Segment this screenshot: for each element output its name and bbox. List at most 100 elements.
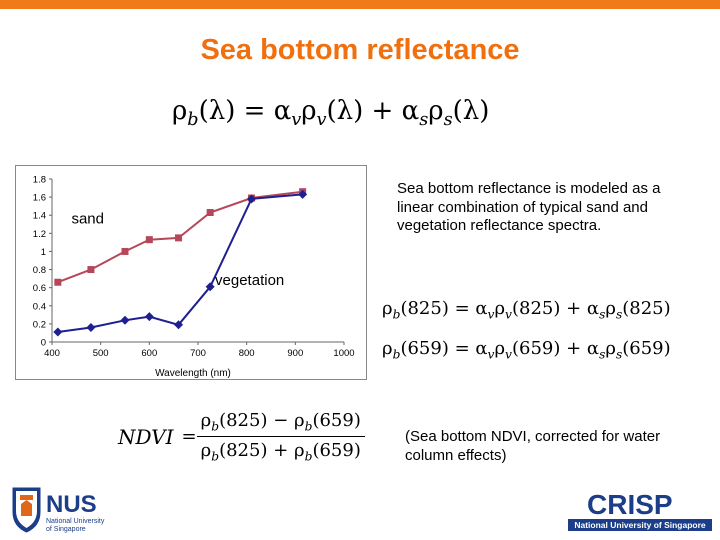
eq-rho-s: ρ xyxy=(428,96,444,126)
eq825-rho-b: ρ xyxy=(382,298,393,319)
x-tick-label: 600 xyxy=(141,348,157,359)
ndvi-denominator: ρb(825) + ρb(659) xyxy=(197,437,365,463)
crisp-subtitle: National University of Singapore xyxy=(574,520,706,530)
eq825-arg1: (825) xyxy=(400,298,449,319)
sand-series-label: sand xyxy=(71,210,104,227)
eq825-s: s xyxy=(599,307,606,322)
vegetation-point xyxy=(120,315,130,325)
eq659-s2: s xyxy=(615,347,623,362)
y-tick-label: 0.2 xyxy=(33,319,46,330)
eq-s: s xyxy=(419,110,429,131)
eq659-b: b xyxy=(392,347,401,362)
sand-point xyxy=(145,236,153,244)
eq-alpha-s: α xyxy=(401,96,420,126)
sand-point xyxy=(121,247,129,255)
vegetation-point xyxy=(144,312,154,322)
eq-b: b xyxy=(187,110,199,131)
ndvi-den-b1: b xyxy=(211,449,220,464)
eq659-equals: = xyxy=(448,338,476,359)
y-tick-label: 0.6 xyxy=(33,283,46,294)
ndvi-note: (Sea bottom NDVI, corrected for water co… xyxy=(405,428,661,464)
main-equation: ρb(λ) = αvρv(λ) + αsρs(λ) xyxy=(172,96,489,130)
ndvi-lhs: NDVI xyxy=(118,424,174,449)
nus-shield-lion xyxy=(21,500,32,516)
ndvi-den-rho2: ρ xyxy=(294,440,305,462)
vegetation-point xyxy=(298,189,308,199)
ndvi-formula: NDVI = ρb(825) − ρb(659) ρb(825) + ρb(65… xyxy=(118,410,365,464)
eq-rho: ρ xyxy=(172,96,188,126)
x-tick-label: 1000 xyxy=(333,348,354,359)
vegetation-point xyxy=(247,194,257,204)
eq659-rho-v: ρ xyxy=(494,338,506,359)
sand-point xyxy=(87,266,95,274)
vegetation-point xyxy=(205,282,215,292)
nus-line1: National University xyxy=(46,518,105,525)
eq-v2: v xyxy=(316,110,327,131)
eq825-alpha-v: α xyxy=(475,298,488,319)
eq659-v: v xyxy=(487,347,495,362)
eq-lambda-v: (λ) xyxy=(326,96,364,126)
y-tick-label: 1.4 xyxy=(33,211,46,222)
eq659-arg1: (659) xyxy=(400,338,449,359)
y-tick-label: 1 xyxy=(41,247,46,258)
eq825-arg2: (825) xyxy=(511,298,561,319)
vegetation-point xyxy=(53,327,63,337)
vegetation-line xyxy=(57,193,303,333)
eq659-plus: + xyxy=(560,338,587,359)
x-tick-label: 900 xyxy=(287,348,303,359)
eq-lambda-s: (λ) xyxy=(452,96,490,126)
nus-wordmark: NUS xyxy=(46,491,97,518)
nus-shield-band xyxy=(20,495,33,500)
eq659-v2: v xyxy=(505,347,512,362)
eq659-arg2: (659) xyxy=(511,338,561,359)
slide-title: Sea bottom reflectance xyxy=(200,34,520,66)
y-tick-label: 0.8 xyxy=(33,265,46,276)
eq659-s: s xyxy=(599,347,606,362)
ndvi-minus: − xyxy=(267,410,294,431)
eq659-arg3: (659) xyxy=(622,338,671,359)
ndvi-num-b2: b xyxy=(304,419,313,434)
ndvi-plus: + xyxy=(267,440,294,462)
ndvi-num-arg1: (825) xyxy=(219,410,268,431)
eq825-equals: = xyxy=(448,298,476,319)
x-tick-label: 400 xyxy=(44,348,60,359)
nus-logo: NUS National University of Singapore xyxy=(12,487,105,533)
nus-line2: of Singapore xyxy=(46,526,86,533)
eq-alpha-v: α xyxy=(273,96,292,126)
vegetation-point xyxy=(86,323,96,333)
vegetation-point xyxy=(174,320,184,330)
sand-point xyxy=(206,209,214,217)
eq825-s2: s xyxy=(615,307,623,322)
ndvi-fraction: ρb(825) − ρb(659) ρb(825) + ρb(659) xyxy=(196,410,365,464)
eq-plus: + xyxy=(363,96,402,126)
eq825-alpha-s: α xyxy=(586,298,600,319)
eq-equals: = xyxy=(235,96,274,126)
ndvi-den-b2: b xyxy=(304,449,313,464)
eq659-alpha-v: α xyxy=(475,338,488,359)
top-accent-bar xyxy=(0,0,720,9)
ndvi-equals: = xyxy=(181,426,197,448)
y-tick-label: 0 xyxy=(41,338,46,349)
equation-659: ρb(659) = αvρv(659) + αsρs(659) xyxy=(382,338,671,361)
sand-point xyxy=(54,278,62,286)
eq825-v: v xyxy=(487,307,495,322)
y-tick-label: 1.2 xyxy=(33,229,46,240)
y-tick-label: 1.8 xyxy=(33,175,46,186)
eq825-plus: + xyxy=(560,298,587,319)
eq825-rho-v: ρ xyxy=(494,298,506,319)
crisp-banner xyxy=(568,519,712,531)
equation-825: ρb(825) = αvρv(825) + αsρs(825) xyxy=(382,298,671,321)
sand-point xyxy=(175,234,183,242)
eq825-b: b xyxy=(392,307,401,322)
ndvi-numerator: ρb(825) − ρb(659) xyxy=(196,410,365,438)
eq659-alpha-s: α xyxy=(586,338,600,359)
y-tick-label: 0.4 xyxy=(33,301,46,312)
vegetation-series-label: vegetation xyxy=(215,272,284,289)
eq-v: v xyxy=(291,110,302,131)
crisp-wordmark: CRISP xyxy=(587,489,673,520)
ndvi-num-arg2: (659) xyxy=(312,410,361,431)
crisp-logo: CRISP National University of Singapore xyxy=(568,489,712,531)
x-axis-label: Wavelength (nm) xyxy=(155,368,231,379)
eq825-rho-s: ρ xyxy=(605,298,616,319)
y-tick-label: 1.6 xyxy=(33,193,46,204)
